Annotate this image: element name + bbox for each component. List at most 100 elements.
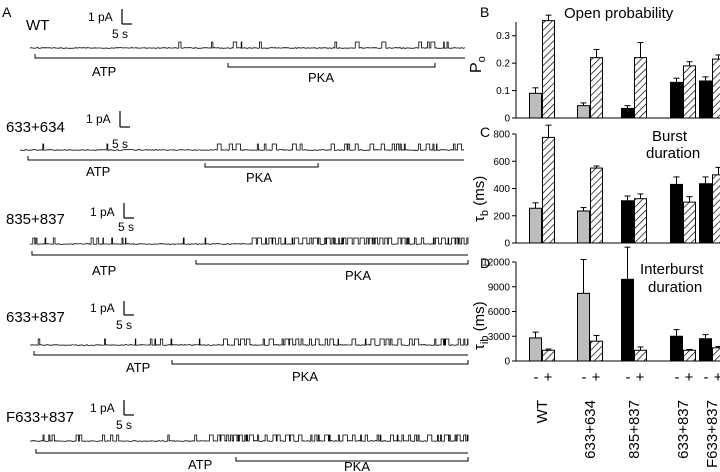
scale-current-label: 1 pA <box>88 10 113 24</box>
bar-minus-633+634 <box>577 105 590 119</box>
chart-title-b-line-1: Open probability <box>564 5 674 22</box>
category-label-633+634: 633+634 <box>582 400 599 459</box>
pka-label: PKA <box>345 268 371 283</box>
panel-d: D τib (ms) Interburst duration 0 3000 6000… <box>471 246 720 368</box>
current-trace-line <box>19 143 465 151</box>
scale-current-label: 1 pA <box>90 205 115 219</box>
bar-minus-WT <box>529 92 542 119</box>
scale-time-label: 5 s <box>112 27 128 41</box>
scale-current-label: 1 pA <box>86 112 111 126</box>
current-trace-line <box>29 434 469 442</box>
scale-bar-835-837: 1 pA 5 s <box>90 203 134 234</box>
trace-group-wt: WT 1 pA 5 s ATP PKA <box>26 9 466 85</box>
condition-label-plus: + <box>714 369 720 386</box>
chart-title-c: Burst duration <box>646 128 700 162</box>
chart-title-d-line-1: Interburst <box>640 261 704 278</box>
bar-minus-835+837 <box>621 107 634 119</box>
atp-bracket-633-837: ATP <box>33 351 468 375</box>
bar-minus-633+837 <box>670 183 683 244</box>
condition-label-plus: + <box>685 369 694 386</box>
pka-label: PKA <box>308 70 334 85</box>
y-tick-label: 800 <box>493 130 510 141</box>
bar-plus-835+837 <box>634 349 647 362</box>
chart-title-d: Interburst duration <box>640 261 708 296</box>
panel-a: A WT 1 pA 5 s ATP PKA 633+634 <box>2 4 469 472</box>
atp-bracket-f633-837: ATP <box>35 449 468 472</box>
panel-d-label: D <box>480 255 490 271</box>
bar-minus-F633+837 <box>699 338 712 362</box>
ylabel-d: τib (ms) <box>471 301 491 350</box>
chart-title-c-line-1: Burst <box>652 128 688 145</box>
chart-title-b: Open probability <box>564 5 674 22</box>
ylabel-b: Po <box>468 56 488 73</box>
bar-plus-835+837 <box>634 198 647 244</box>
current-trace-line <box>29 338 469 346</box>
panel-c-label: C <box>480 124 490 140</box>
pka-bracket-633-837: PKA <box>171 360 469 384</box>
condition-label-minus: - <box>704 369 709 386</box>
y-tick-label: 0.2 <box>496 59 510 70</box>
bar-chart-c: 0 200 400 600 800 <box>493 124 720 250</box>
y-tick-label: 0 <box>504 239 510 250</box>
bar-minus-633+837 <box>670 81 683 119</box>
scale-time-label: 5 s <box>116 318 132 332</box>
bar-minus-835+837 <box>621 278 634 362</box>
condition-label-plus: + <box>636 369 645 386</box>
bar-minus-WT <box>529 207 542 244</box>
condition-label-minus: - <box>626 369 631 386</box>
scale-current-label: 1 pA <box>90 301 115 315</box>
pka-bracket-f633-837: PKA <box>235 457 469 472</box>
current-trace-633-837 <box>29 338 469 346</box>
bar-plus-WT <box>542 136 555 244</box>
condition-label-plus: + <box>592 369 601 386</box>
condition-label-minus: - <box>534 369 539 386</box>
pka-bracket-633-634: PKA <box>204 163 319 185</box>
bar-minus-F633+837 <box>699 183 712 244</box>
bar-plus-835+837 <box>634 57 647 119</box>
atp-label: ATP <box>92 64 116 79</box>
trace-name-wt: WT <box>26 17 49 34</box>
condition-label-minus: - <box>582 369 587 386</box>
atp-label: ATP <box>126 360 150 375</box>
ylabel-c: τb (ms) <box>471 176 491 222</box>
panel-a-label: A <box>2 4 12 20</box>
scale-bar-633-837: 1 pA 5 s <box>90 301 134 332</box>
y-tick-label: 0.3 <box>496 31 510 42</box>
y-tick-label: 0.1 <box>496 86 510 97</box>
pka-bracket-835-837: PKA <box>195 260 469 283</box>
bar-plus-F633+837 <box>712 347 720 362</box>
bar-plus-F633+837 <box>712 58 720 119</box>
y-tick-label: 0 <box>504 114 510 125</box>
bar-plus-633+634 <box>590 167 603 244</box>
y-tick-label: 600 <box>493 157 510 168</box>
trace-name-f633-837: F633+837 <box>6 409 74 426</box>
current-trace-wt <box>29 41 466 49</box>
panel-b: B Po Open probability 0 0.1 0.2 0.3 <box>468 4 720 125</box>
bar-chart-b: 0 0.1 0.2 0.3 <box>496 14 720 125</box>
trace-group-633-837: 633+837 1 pA 5 s ATP PKA <box>6 301 469 384</box>
current-trace-f633-837 <box>29 434 469 442</box>
scale-time-label: 5 s <box>112 137 128 151</box>
panel-c: C τb (ms) Burst duration 0 200 400 600 800 <box>471 124 720 250</box>
current-trace-835-837 <box>29 237 469 245</box>
pka-label: PKA <box>344 459 370 472</box>
bar-minus-633+837 <box>670 335 683 362</box>
trace-group-633-634: 633+634 1 pA 5 s ATP PKA <box>6 111 465 185</box>
scale-time-label: 5 s <box>116 418 132 432</box>
chart-title-d-line-2: duration <box>648 279 702 296</box>
trace-group-f633-837: F633+837 1 pA 5 s ATP PKA <box>6 400 469 472</box>
category-label-633+837: 633+837 <box>675 400 692 459</box>
pka-label: PKA <box>246 170 272 185</box>
bar-chart-d: 0 3000 6000 9000 12000 <box>482 246 720 368</box>
trace-name-633-634: 633+634 <box>6 119 65 136</box>
category-label-835+837: 835+837 <box>626 400 643 459</box>
condition-label-minus: - <box>675 369 680 386</box>
category-label-WT: WT <box>534 400 551 423</box>
condition-labels: - + - + - + - + - + <box>534 369 720 386</box>
scale-time-label: 5 s <box>118 220 134 234</box>
bar-plus-633+634 <box>590 340 603 362</box>
scale-bar-wt: 1 pA 5 s <box>88 9 132 41</box>
bar-plus-633+634 <box>590 57 603 119</box>
atp-bracket-wt: ATP <box>34 54 465 79</box>
